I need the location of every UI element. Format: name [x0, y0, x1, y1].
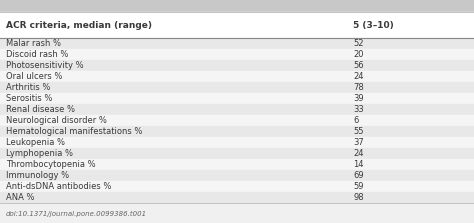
Bar: [0, 126, 474, 137]
Bar: [0, 115, 474, 126]
Text: 24: 24: [353, 72, 364, 81]
Text: ANA %: ANA %: [6, 193, 34, 202]
Text: Renal disease %: Renal disease %: [6, 105, 75, 114]
Bar: [0, 82, 474, 93]
Text: 59: 59: [353, 182, 364, 191]
Text: Leukopenia %: Leukopenia %: [6, 138, 64, 147]
Text: Malar rash %: Malar rash %: [6, 39, 61, 48]
Bar: [0, 60, 474, 71]
Text: Lymphopenia %: Lymphopenia %: [6, 149, 73, 158]
Text: Immunology %: Immunology %: [6, 171, 69, 180]
Bar: [0, 181, 474, 192]
Text: Neurological disorder %: Neurological disorder %: [6, 116, 107, 125]
Text: 33: 33: [353, 105, 364, 114]
Text: Arthritis %: Arthritis %: [6, 83, 50, 92]
Text: ACR criteria, median (range): ACR criteria, median (range): [6, 21, 152, 30]
Text: 6: 6: [353, 116, 358, 125]
Bar: [0, 148, 474, 159]
Text: 39: 39: [353, 94, 364, 103]
Text: doi:10.1371/journal.pone.0099386.t001: doi:10.1371/journal.pone.0099386.t001: [6, 211, 147, 217]
Text: Oral ulcers %: Oral ulcers %: [6, 72, 62, 81]
Bar: [0, 38, 474, 49]
Text: Anti-dsDNA antibodies %: Anti-dsDNA antibodies %: [6, 182, 111, 191]
Bar: [0, 71, 474, 82]
Bar: [0, 203, 474, 223]
Bar: [0, 137, 474, 148]
Text: 98: 98: [353, 193, 364, 202]
Bar: [0, 170, 474, 181]
Text: 5 (3–10): 5 (3–10): [353, 21, 394, 30]
Text: 37: 37: [353, 138, 364, 147]
Text: 55: 55: [353, 127, 364, 136]
Text: Photosensitivity %: Photosensitivity %: [6, 61, 83, 70]
Bar: [0, 12, 474, 38]
Text: 14: 14: [353, 160, 364, 169]
Text: 52: 52: [353, 39, 364, 48]
Bar: [0, 159, 474, 170]
Text: Serositis %: Serositis %: [6, 94, 52, 103]
Bar: [0, 104, 474, 115]
Bar: [0, 0, 474, 12]
Text: 24: 24: [353, 149, 364, 158]
Bar: [0, 49, 474, 60]
Text: Hematological manifestations %: Hematological manifestations %: [6, 127, 142, 136]
Text: 78: 78: [353, 83, 364, 92]
Text: Thrombocytopenia %: Thrombocytopenia %: [6, 160, 95, 169]
Bar: [0, 192, 474, 203]
Text: 69: 69: [353, 171, 364, 180]
Bar: [0, 93, 474, 104]
Text: 20: 20: [353, 50, 364, 59]
Text: Discoid rash %: Discoid rash %: [6, 50, 68, 59]
Text: 56: 56: [353, 61, 364, 70]
